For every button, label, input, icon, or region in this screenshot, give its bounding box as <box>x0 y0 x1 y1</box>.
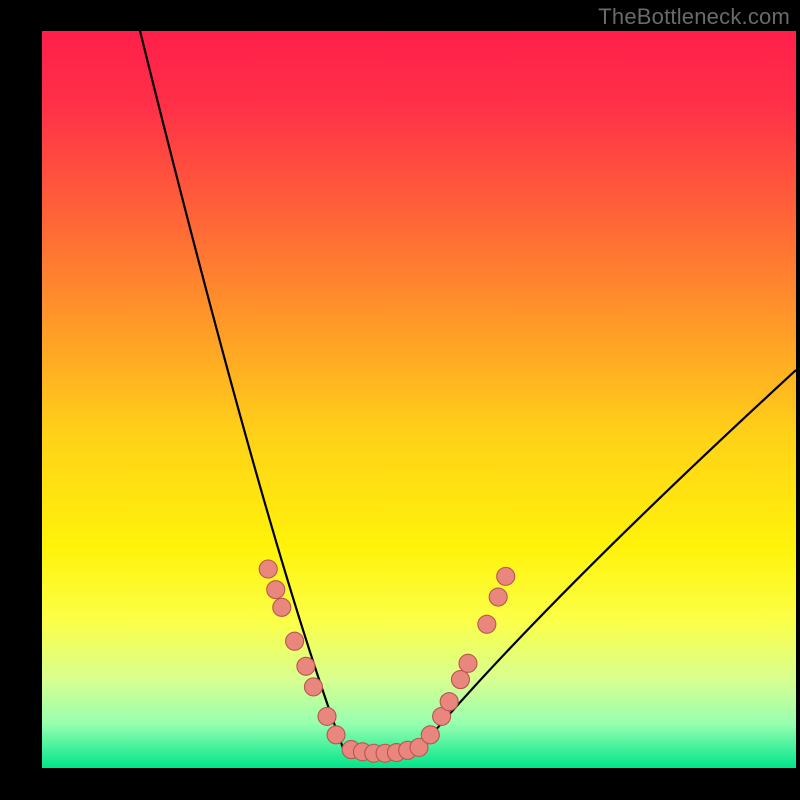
data-marker <box>286 632 304 650</box>
data-marker <box>440 693 458 711</box>
data-marker <box>421 726 439 744</box>
data-marker <box>297 657 315 675</box>
data-marker <box>478 615 496 633</box>
data-marker <box>273 598 291 616</box>
data-marker <box>451 671 469 689</box>
chart-container: TheBottleneck.com <box>0 0 800 800</box>
data-marker <box>318 707 336 725</box>
plot-background <box>42 31 796 768</box>
data-marker <box>497 567 515 585</box>
data-marker <box>304 678 322 696</box>
data-marker <box>259 560 277 578</box>
data-marker <box>459 654 477 672</box>
watermark-text: TheBottleneck.com <box>598 4 790 30</box>
data-marker <box>267 581 285 599</box>
data-marker <box>489 588 507 606</box>
data-marker <box>327 726 345 744</box>
bottleneck-chart <box>0 0 800 800</box>
